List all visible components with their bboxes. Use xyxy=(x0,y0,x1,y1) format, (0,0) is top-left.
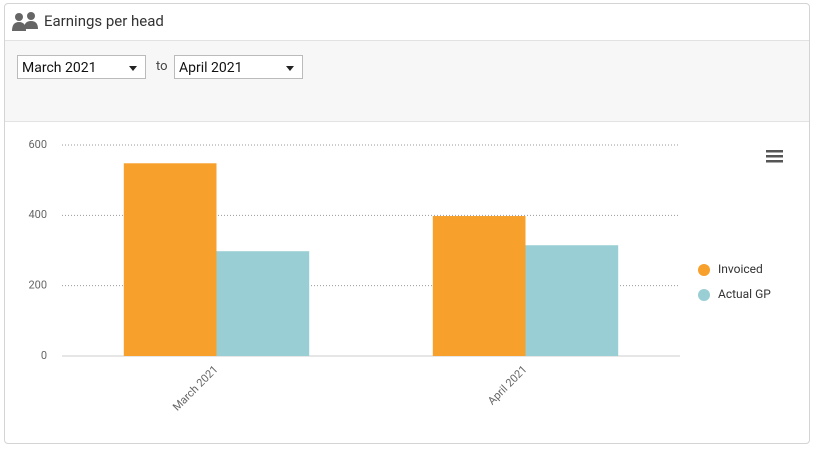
legend-label: Actual GP xyxy=(718,287,771,301)
bar xyxy=(432,216,526,356)
card: Earnings per head March 2021 to April 20… xyxy=(4,3,810,444)
to-select[interactable]: April 2021 xyxy=(174,55,303,79)
legend-swatch xyxy=(698,264,710,276)
card-title: Earnings per head xyxy=(44,12,164,30)
y-tick-label: 200 xyxy=(28,279,47,292)
legend-swatch xyxy=(698,289,710,301)
filter-bar: March 2021 to April 2021 xyxy=(5,41,809,122)
from-select[interactable]: March 2021 xyxy=(17,55,146,79)
menu-icon[interactable] xyxy=(766,150,783,163)
legend-label: Invoiced xyxy=(718,262,763,276)
card-header: Earnings per head xyxy=(5,4,809,41)
bar xyxy=(123,163,217,356)
x-tick-label: April 2021 xyxy=(485,363,529,407)
y-tick-label: 600 xyxy=(28,138,47,151)
bar xyxy=(216,251,310,356)
bar xyxy=(525,245,619,356)
x-tick-label: March 2021 xyxy=(170,363,221,414)
separator: to xyxy=(156,59,168,74)
people-icon xyxy=(12,12,38,31)
legend-item[interactable]: Invoiced xyxy=(698,262,763,276)
y-tick-label: 400 xyxy=(28,208,47,221)
y-tick-label: 0 xyxy=(41,349,47,362)
legend-item[interactable]: Actual GP xyxy=(698,287,771,301)
